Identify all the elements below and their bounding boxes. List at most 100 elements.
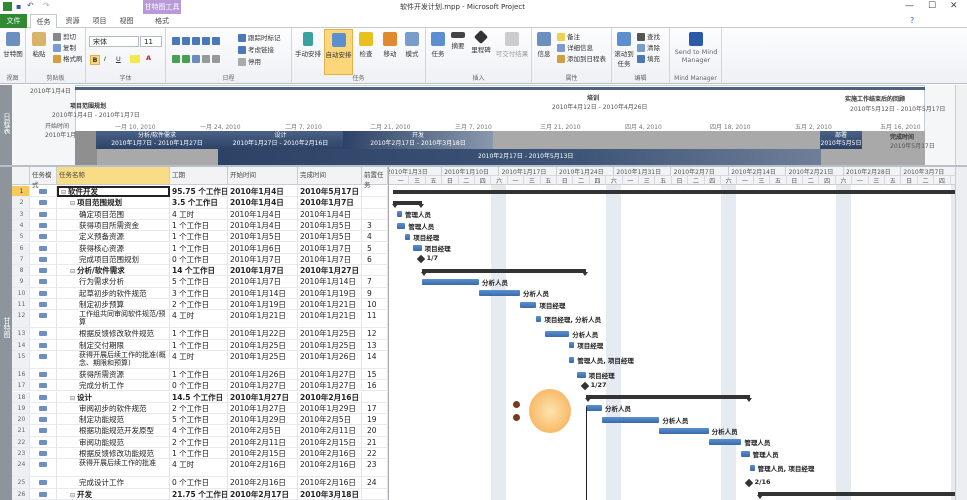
task-name-cell[interactable]: 工作组共同审阅软件规范/预算 — [57, 310, 170, 329]
highlight-color-icon[interactable] — [130, 55, 140, 63]
duration-cell[interactable]: 0 个工作日 — [170, 477, 228, 489]
row-number[interactable]: 9 — [12, 276, 30, 288]
row-number[interactable]: 22 — [12, 436, 30, 448]
finish-cell[interactable]: 2010年1月27日 — [298, 265, 362, 277]
finish-cell[interactable]: 2010年1月4日 — [298, 208, 362, 220]
gantt-task-bar[interactable] — [577, 371, 586, 378]
column-header-start[interactable]: 开始时间 — [228, 167, 298, 185]
duration-cell[interactable]: 4 工时 — [170, 459, 228, 478]
task-name-cell[interactable]: 获得开展后续工作的批准(概念、期限和预算) — [57, 350, 170, 369]
duration-cell[interactable]: 5 个工作日 — [170, 414, 228, 426]
row-number[interactable]: 18 — [12, 391, 30, 403]
row-number[interactable]: 12 — [12, 310, 30, 329]
predecessors-cell[interactable]: 16 — [362, 380, 388, 392]
duration-cell[interactable]: 3.5 个工作日 — [170, 197, 228, 209]
finish-cell[interactable]: 2010年2月16日 — [298, 477, 362, 489]
row-number[interactable]: 4 — [12, 219, 30, 232]
start-cell[interactable]: 2010年1月7日 — [228, 253, 298, 266]
start-cell[interactable]: 2010年1月6日 — [228, 242, 298, 254]
duration-cell[interactable]: 3 个工作日 — [170, 287, 228, 299]
notes-button[interactable]: 备注 — [557, 31, 580, 41]
duration-cell[interactable]: 2 个工作日 — [170, 402, 228, 415]
task-name-cell[interactable]: ⊟ 设计 — [57, 391, 170, 403]
task-name-cell[interactable]: ⊟ 分析/软件需求 — [57, 265, 170, 277]
predecessors-cell[interactable]: 12 — [362, 328, 388, 340]
start-cell[interactable]: 2010年1月25日 — [228, 350, 298, 369]
gantt-task-bar[interactable] — [569, 356, 575, 363]
scroll-to-task-button[interactable]: 滚动到任务 — [614, 32, 634, 68]
finish-cell[interactable]: 2010年1月27日 — [298, 380, 362, 392]
duration-cell[interactable]: 95.75 个工作日 — [170, 186, 228, 198]
task-name-cell[interactable]: 确定项目范围 — [57, 208, 170, 220]
finish-cell[interactable]: 2010年1月25日 — [298, 339, 362, 351]
tab-resource[interactable]: 资源 — [65, 17, 80, 25]
clear-button[interactable]: 清除 — [637, 42, 660, 52]
redo-icon[interactable]: ↷ — [43, 1, 50, 10]
predecessors-cell[interactable]: 11 — [362, 310, 388, 329]
finish-cell[interactable]: 2010年2月5日 — [298, 414, 362, 426]
duration-cell[interactable]: 1 个工作日 — [170, 219, 228, 232]
start-cell[interactable]: 2010年2月17日 — [228, 488, 298, 500]
task-name-cell[interactable]: 完成分析工作 — [57, 380, 170, 392]
task-name-cell[interactable]: 定义预备资源 — [57, 231, 170, 243]
task-name-cell[interactable]: 完成设计工作 — [57, 477, 170, 489]
maximize-button[interactable]: ☐ — [928, 1, 937, 11]
row-number[interactable]: 2 — [12, 197, 30, 209]
predecessors-cell[interactable]: 9 — [362, 287, 388, 299]
task-name-cell[interactable]: 根据功能规范开发原型 — [57, 425, 170, 437]
duration-cell[interactable]: 1 个工作日 — [170, 328, 228, 340]
start-cell[interactable]: 2010年1月22日 — [228, 328, 298, 340]
column-header-name[interactable]: 任务名称 — [57, 167, 170, 185]
collapse-icon[interactable]: ⊟ — [61, 189, 67, 196]
timeline-bar-development[interactable]: 开发 2010年2月17日 - 2010年3月18日 — [343, 131, 493, 149]
predecessors-cell[interactable] — [362, 391, 388, 403]
gantt-task-bar[interactable] — [544, 330, 570, 337]
predecessors-cell[interactable]: 10 — [362, 299, 388, 311]
row-number[interactable]: 25 — [12, 477, 30, 489]
duration-cell[interactable]: 2 个工作日 — [170, 299, 228, 311]
task-name-cell[interactable]: 根据反馈修改软件规范 — [57, 328, 170, 340]
row-number[interactable]: 21 — [12, 425, 30, 437]
copy-button[interactable]: 复制 — [53, 42, 76, 52]
finish-cell[interactable]: 2010年1月29日 — [298, 402, 362, 415]
column-header-finish[interactable]: 完成时间 — [298, 167, 362, 185]
gantt-task-bar[interactable] — [602, 416, 660, 423]
start-cell[interactable]: 2010年1月4日 — [228, 208, 298, 220]
finish-cell[interactable]: 2010年1月19日 — [298, 287, 362, 299]
save-icon[interactable]: ▪ — [16, 2, 22, 11]
duration-cell[interactable]: 2 个工作日 — [170, 436, 228, 448]
gantt-task-bar[interactable] — [585, 405, 602, 412]
predecessors-cell[interactable]: 15 — [362, 368, 388, 381]
font-family-select[interactable]: 宋体 — [89, 36, 139, 47]
task-name-cell[interactable]: 根据反馈修改功能规范 — [57, 448, 170, 460]
insert-task-button[interactable]: 任务 — [429, 32, 447, 58]
start-cell[interactable]: 2010年1月21日 — [228, 310, 298, 329]
finish-cell[interactable]: 2010年1月21日 — [298, 310, 362, 329]
duration-cell[interactable]: 1 个工作日 — [170, 231, 228, 243]
predecessors-cell[interactable]: 5 — [362, 242, 388, 254]
collapse-icon[interactable]: ⊟ — [70, 268, 76, 276]
finish-cell[interactable]: 2010年5月17日 — [298, 186, 362, 198]
finish-cell[interactable]: 2010年1月5日 — [298, 231, 362, 243]
duration-cell[interactable]: 4 工时 — [170, 310, 228, 329]
start-cell[interactable]: 2010年1月19日 — [228, 299, 298, 311]
task-name-cell[interactable]: 制定交付期限 — [57, 339, 170, 351]
row-number[interactable]: 15 — [12, 350, 30, 369]
predecessors-cell[interactable]: 4 — [362, 231, 388, 243]
respect-links-button[interactable]: 考虑链接 — [238, 44, 274, 54]
gantt-task-bar[interactable] — [520, 301, 537, 308]
gantt-task-bar[interactable] — [708, 439, 742, 446]
duration-cell[interactable]: 0 个工作日 — [170, 380, 228, 392]
underline-button[interactable]: U — [116, 55, 121, 63]
finish-cell[interactable]: 2010年1月7日 — [298, 242, 362, 254]
start-cell[interactable]: 2010年1月26日 — [228, 368, 298, 381]
finish-cell[interactable]: 2010年2月11日 — [298, 425, 362, 437]
vertical-scrollbar[interactable] — [955, 167, 967, 500]
gantt-task-bar[interactable] — [479, 290, 520, 297]
gantt-task-bar[interactable] — [397, 211, 402, 218]
gantt-task-bar[interactable] — [421, 279, 479, 286]
fill-button[interactable]: 填充 — [637, 53, 660, 63]
row-number[interactable]: 17 — [12, 380, 30, 392]
close-button[interactable]: ✕ — [950, 1, 958, 11]
row-number[interactable]: 1 — [12, 186, 30, 198]
